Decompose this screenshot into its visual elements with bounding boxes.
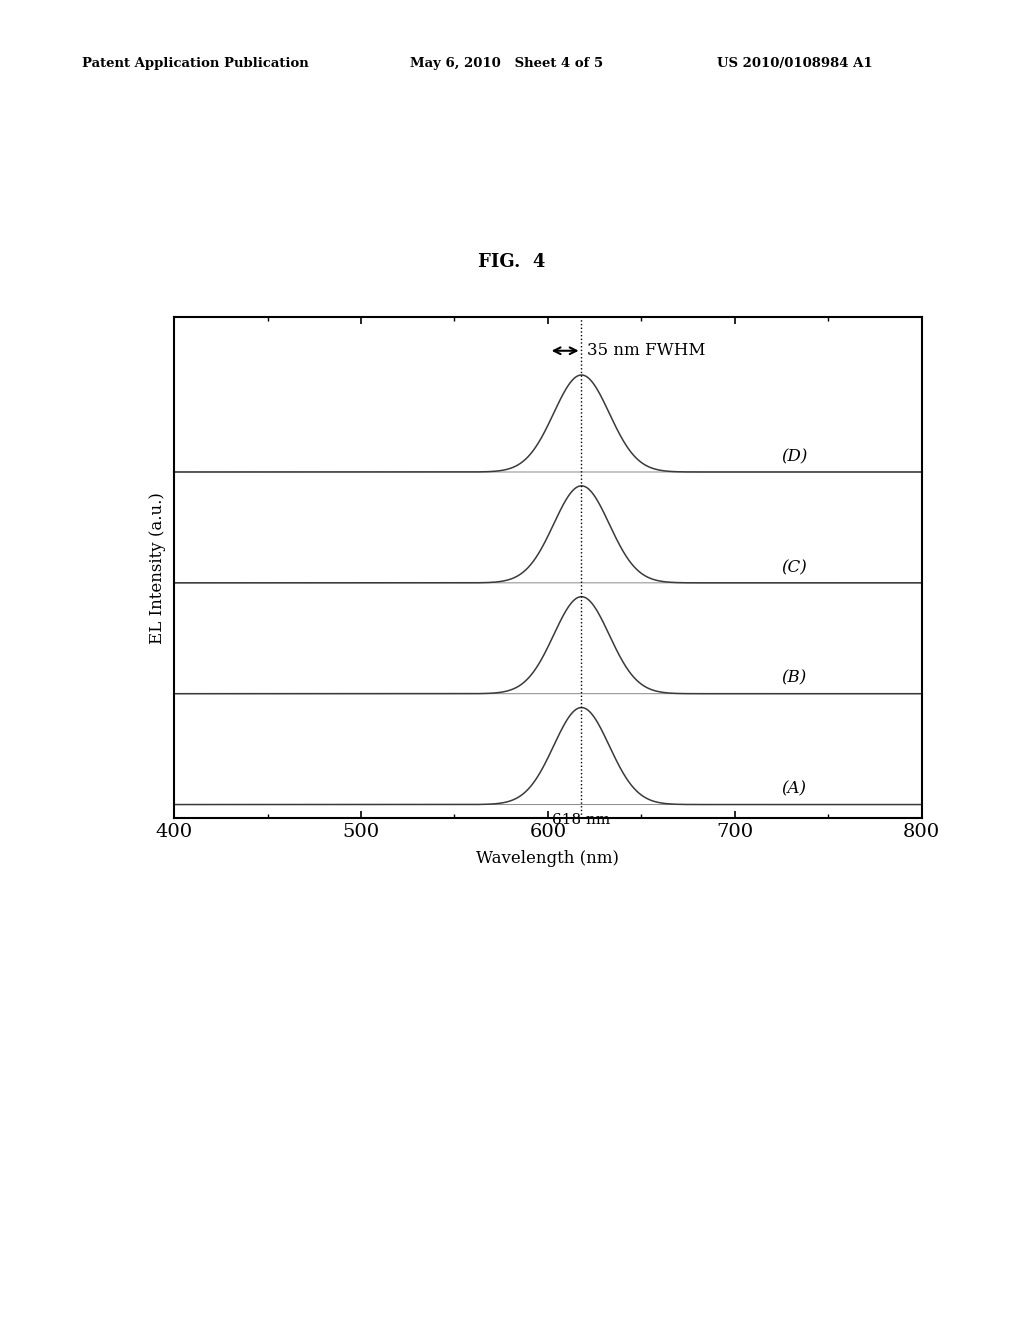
Text: 618 nm: 618 nm: [552, 813, 610, 828]
Y-axis label: EL Intensity (a.u.): EL Intensity (a.u.): [148, 491, 166, 644]
Text: May 6, 2010   Sheet 4 of 5: May 6, 2010 Sheet 4 of 5: [410, 57, 603, 70]
Text: 35 nm FWHM: 35 nm FWHM: [587, 342, 706, 359]
Text: Patent Application Publication: Patent Application Publication: [82, 57, 308, 70]
Text: (A): (A): [781, 780, 807, 797]
Text: (B): (B): [781, 669, 807, 686]
Text: US 2010/0108984 A1: US 2010/0108984 A1: [717, 57, 872, 70]
X-axis label: Wavelength (nm): Wavelength (nm): [476, 850, 620, 867]
Text: (D): (D): [781, 447, 808, 465]
Text: (C): (C): [781, 558, 807, 576]
Text: FIG.  4: FIG. 4: [478, 252, 546, 271]
